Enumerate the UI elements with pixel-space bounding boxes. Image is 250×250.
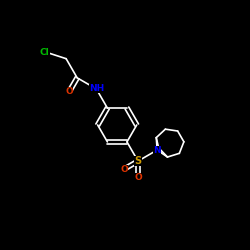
Text: Cl: Cl — [40, 48, 50, 58]
Text: S: S — [134, 156, 141, 166]
Text: N: N — [154, 146, 161, 154]
Text: O: O — [66, 87, 73, 96]
Text: O: O — [120, 164, 128, 173]
Text: NH: NH — [89, 84, 104, 94]
Text: O: O — [134, 172, 142, 182]
